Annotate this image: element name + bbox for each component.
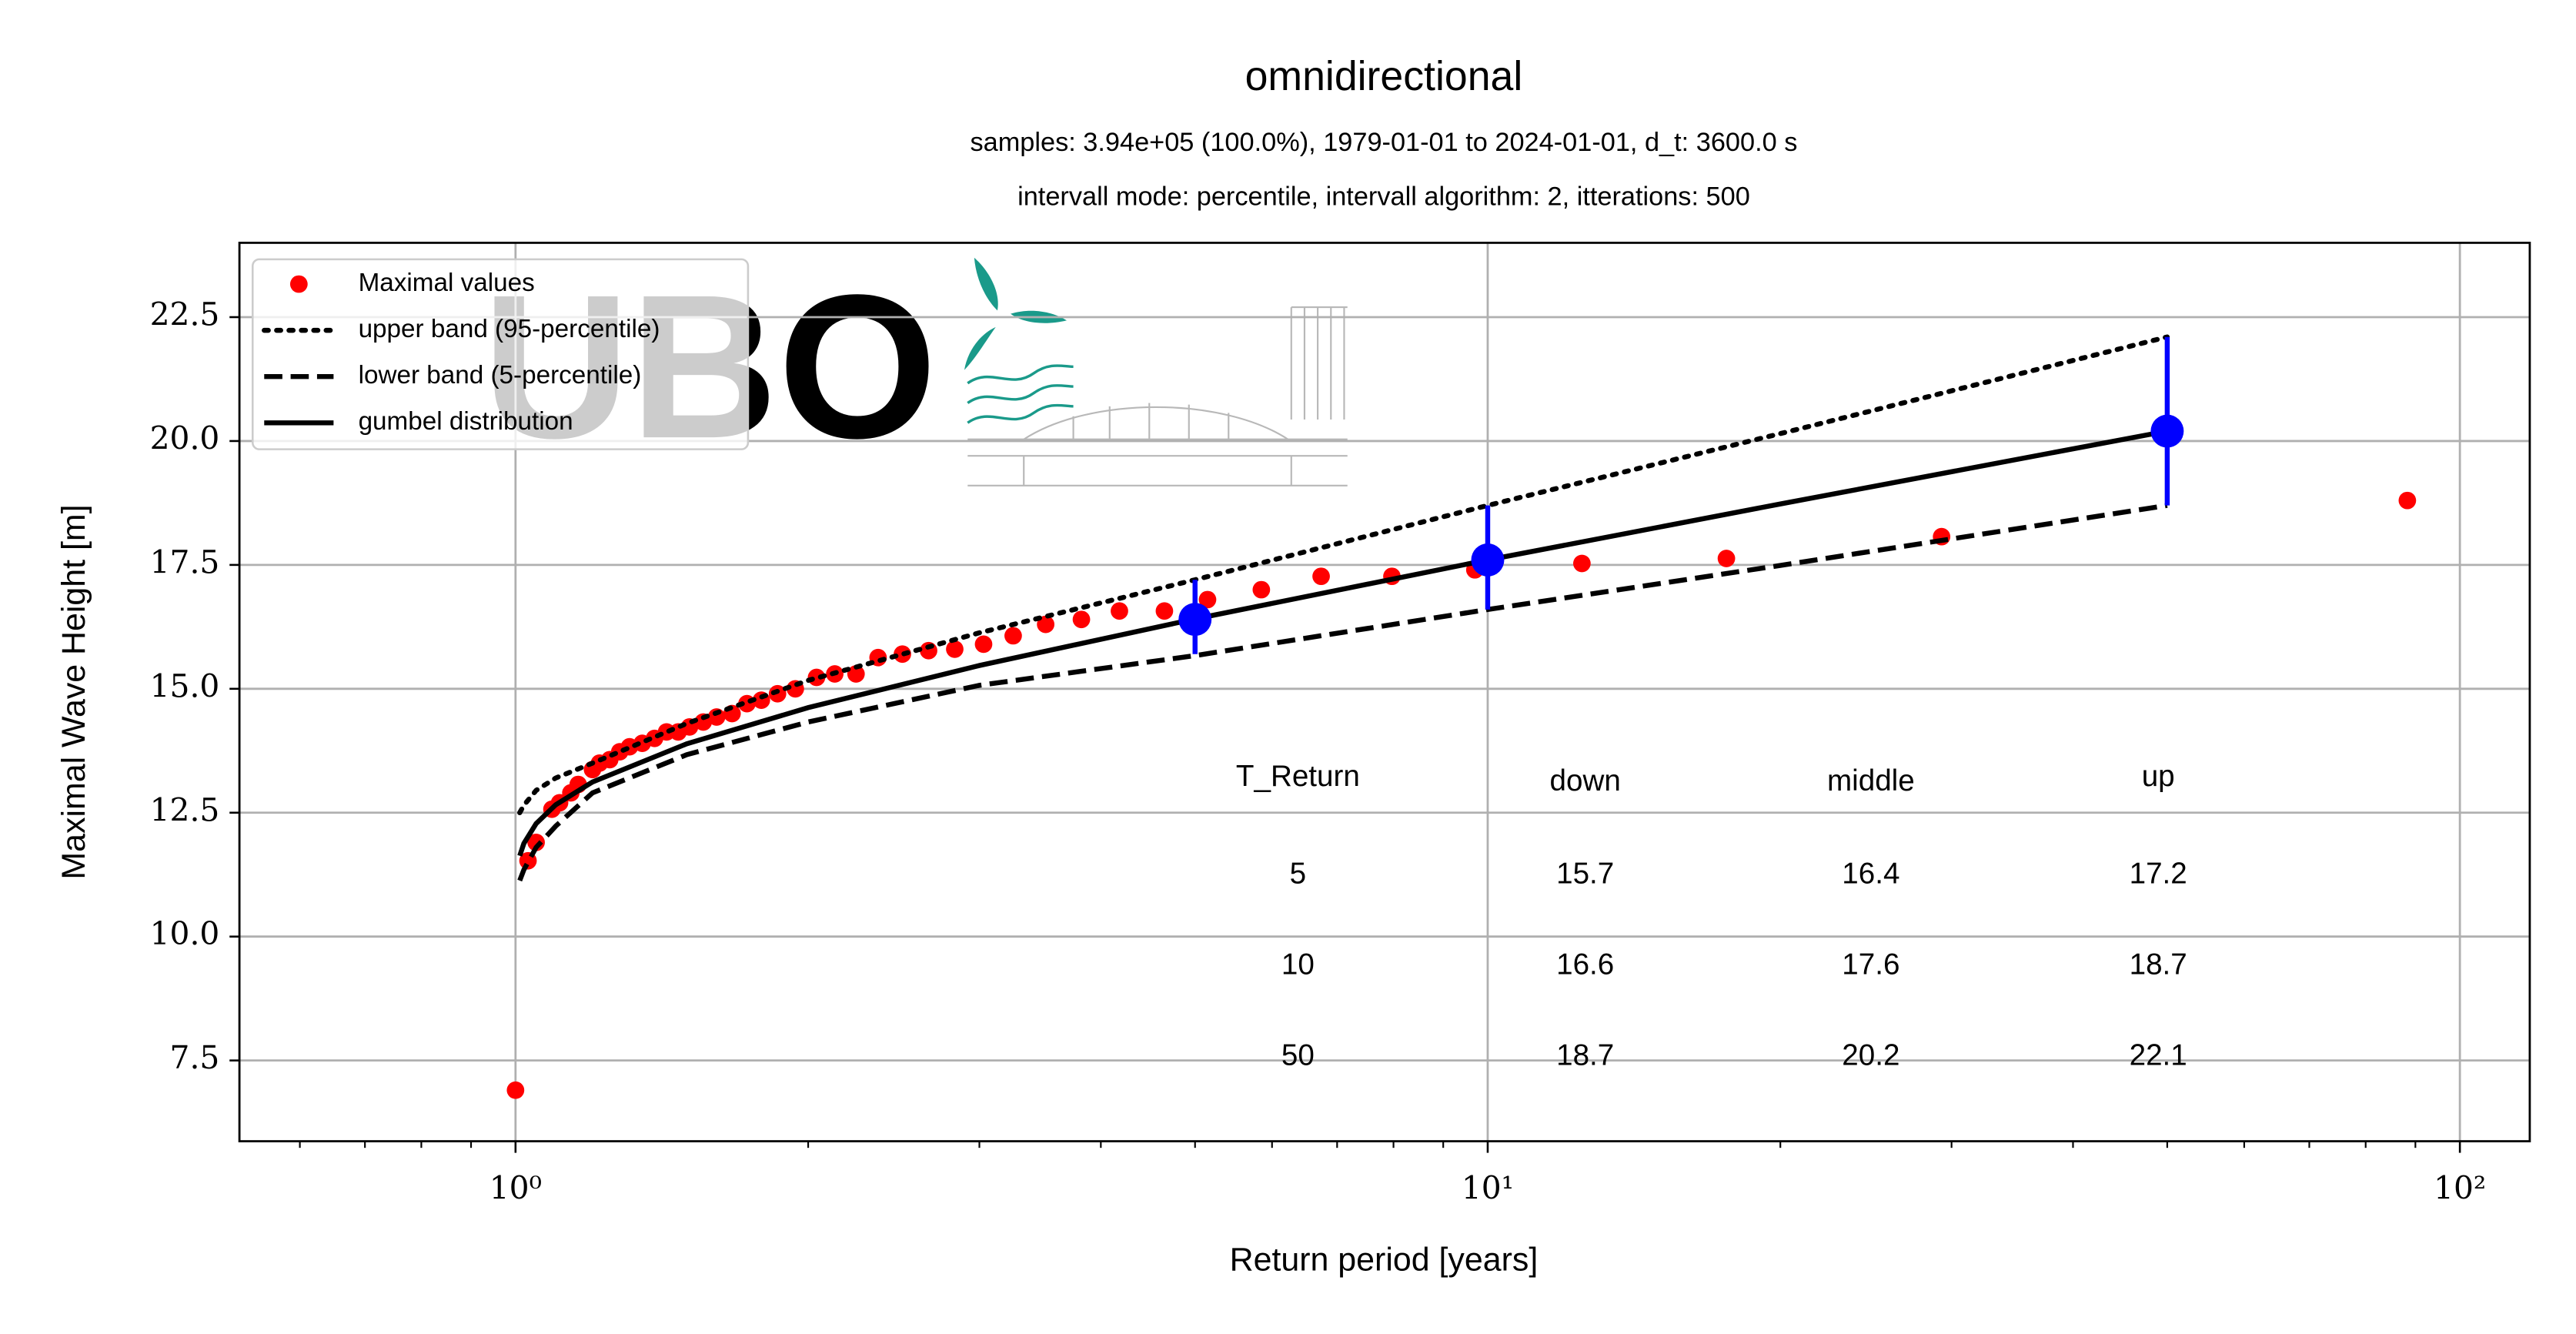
data-point (1717, 550, 1736, 567)
y-tick-label: 12.5 (150, 791, 220, 828)
plot-data (506, 334, 2417, 1099)
data-point (1037, 615, 1055, 634)
table-header: down (1550, 764, 1621, 797)
logo-waves (967, 364, 1074, 424)
data-point (1004, 627, 1022, 645)
data-point (847, 665, 865, 683)
data-point (1198, 590, 1217, 609)
y-tick-label: 10.0 (150, 915, 220, 952)
table-cell: 16.6 (1556, 948, 1614, 981)
plot-frame (238, 242, 2531, 1142)
chart-title: omnidirectional (1245, 53, 1523, 99)
logo-icon (964, 257, 1067, 370)
return-level-point (2150, 414, 2184, 448)
legend-label: Maximal values (359, 269, 535, 297)
data-point (1573, 554, 1591, 573)
data-point (1252, 580, 1271, 599)
data-point (946, 640, 964, 658)
line-series (517, 503, 2168, 882)
data-point (974, 635, 993, 654)
table-header: T_Return (1236, 760, 1360, 793)
table-header: middle (1827, 764, 1915, 797)
data-point (1312, 567, 1330, 586)
y-tick-label: 20.0 (150, 420, 220, 456)
y-tick-label: 15.0 (150, 667, 220, 704)
x-axis-label: Return period [years] (1230, 1242, 1539, 1279)
legend-label: lower band (5-percentile) (359, 361, 642, 390)
return-level-point (1178, 603, 1212, 637)
chart-subtitle: intervall mode: percentile, intervall al… (1017, 182, 1750, 212)
data-point (1072, 610, 1091, 629)
table-cell: 10 (1281, 948, 1315, 981)
table: T_Return down middle up 5 15.7 16.4 17.2 10 16.6 1… (1236, 760, 2187, 1072)
table-cell: 50 (1281, 1038, 1315, 1072)
data-point (527, 834, 545, 851)
table-cell: 20.2 (1842, 1038, 1899, 1072)
legend-marker (289, 275, 308, 293)
x-tick-label: 10⁰ (489, 1169, 542, 1206)
y-axis-label: Maximal Wave Height [m] (55, 504, 92, 879)
table-cell: 16.4 (1842, 857, 1899, 890)
axes: 7.5 10.0 12.5 15.0 17.5 20.0 22.5 10⁰ 10¹ 10² (150, 296, 2487, 1206)
chart-subtitle: samples: 3.94e+05 (100.0%), 1979-01-01 t… (970, 128, 1797, 157)
data-point (1111, 602, 1128, 620)
return-level-point (1471, 543, 1505, 577)
table-cell: 5 (1290, 857, 1306, 890)
y-tick-label: 17.5 (150, 543, 220, 580)
table-cell: 17.2 (2130, 857, 2187, 890)
x-tick-label: 10¹ (1462, 1169, 1514, 1206)
legend-label: upper band (95-percentile) (359, 315, 660, 343)
table-header: up (2142, 760, 2175, 793)
data-point (2398, 491, 2417, 510)
data-point (1155, 602, 1174, 620)
legend-label: gumbel distribution (359, 407, 573, 436)
legend: Maximal values upper band (95-percentile)… (251, 258, 750, 450)
x-tick-label: 10² (2434, 1169, 2486, 1206)
table-cell: 17.6 (1842, 948, 1899, 981)
line-series (517, 334, 2170, 815)
logo-bridge (967, 306, 1348, 486)
table-cell: 15.7 (1556, 857, 1614, 890)
table-cell: 18.7 (1556, 1038, 1614, 1072)
y-tick-label: 22.5 (150, 296, 220, 333)
y-tick-label: 7.5 (170, 1039, 220, 1076)
table-cell: 18.7 (2130, 948, 2187, 981)
table-cell: 22.1 (2130, 1038, 2187, 1072)
line-series (517, 428, 2168, 857)
data-point (506, 1081, 525, 1099)
legend-box (251, 258, 750, 450)
